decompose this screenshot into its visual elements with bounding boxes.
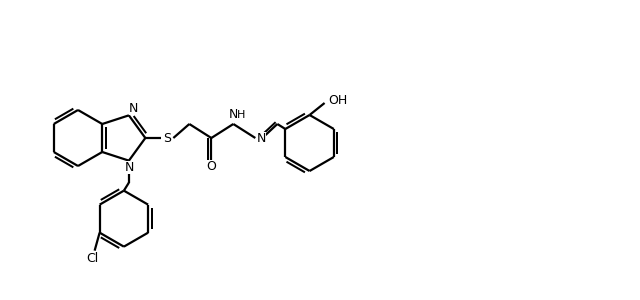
Text: S: S (163, 131, 172, 145)
Text: N: N (257, 131, 266, 145)
Text: Cl: Cl (86, 252, 99, 265)
Text: OH: OH (328, 94, 348, 106)
Text: N: N (129, 102, 139, 115)
Text: N: N (125, 161, 134, 174)
Text: N: N (228, 109, 238, 122)
Text: H: H (237, 110, 246, 120)
Text: O: O (206, 160, 216, 173)
